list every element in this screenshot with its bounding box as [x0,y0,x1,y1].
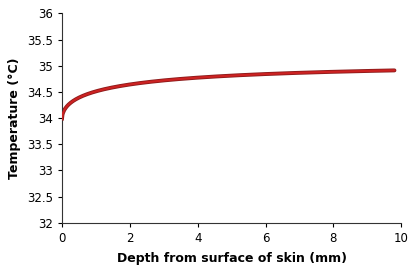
Y-axis label: Temperature (°C): Temperature (°C) [8,57,21,179]
X-axis label: Depth from surface of skin (mm): Depth from surface of skin (mm) [117,252,347,265]
